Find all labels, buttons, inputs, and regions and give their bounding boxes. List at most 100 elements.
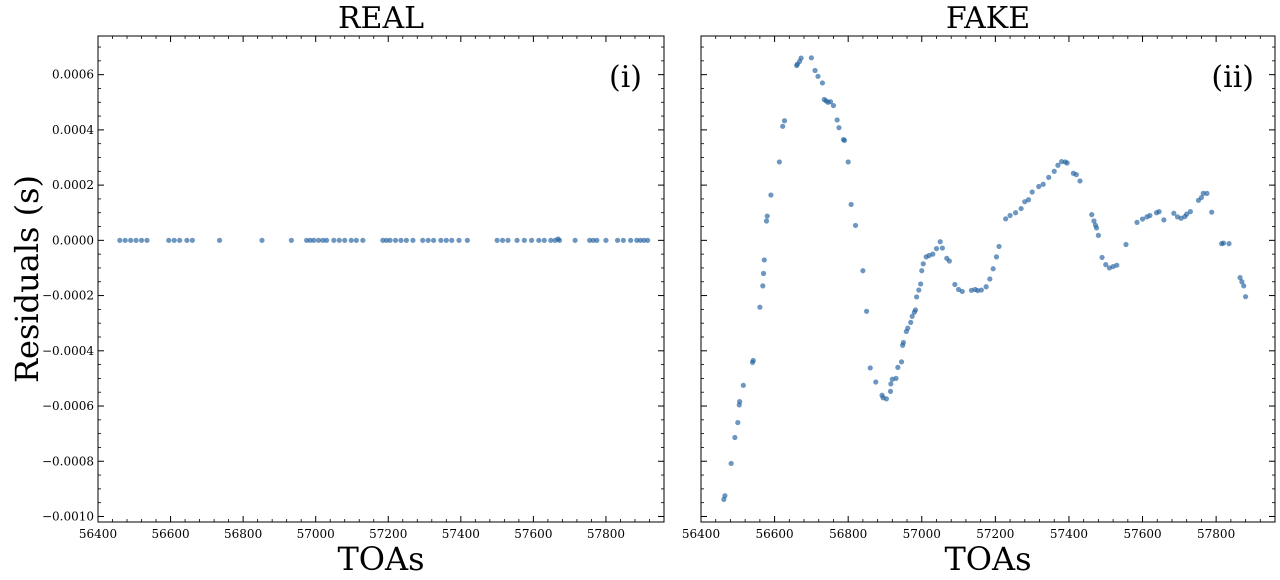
data-point	[1171, 210, 1177, 216]
data-point	[1161, 217, 1167, 223]
data-point	[556, 237, 563, 243]
data-point	[122, 237, 128, 243]
data-point	[353, 237, 359, 243]
data-point	[1114, 262, 1120, 268]
data-point	[1139, 216, 1146, 222]
y-tick-label: −0.0010	[42, 509, 94, 523]
data-point	[528, 237, 535, 243]
data-point	[722, 493, 728, 499]
data-point	[776, 159, 782, 165]
data-point	[898, 359, 905, 365]
data-point	[845, 159, 851, 165]
data-point	[895, 364, 901, 370]
x-tick-label: 57200	[976, 527, 1014, 541]
data-point	[259, 237, 265, 243]
data-point	[360, 237, 366, 243]
data-point	[930, 251, 936, 257]
data-point	[757, 304, 763, 310]
data-point	[392, 237, 399, 243]
data-point	[380, 237, 386, 243]
data-point	[166, 237, 172, 243]
y-axis-label: Residuals (s)	[8, 175, 46, 383]
x-axis-label-real: TOAs	[337, 540, 424, 578]
data-point	[834, 117, 840, 123]
data-point	[628, 237, 634, 243]
x-tick-label: 57600	[514, 527, 552, 541]
data-point	[133, 237, 139, 243]
data-point	[171, 237, 177, 243]
panel-tag-real: (i)	[609, 60, 642, 95]
data-point	[1209, 209, 1215, 215]
data-point	[848, 201, 854, 208]
data-point	[819, 80, 826, 86]
x-tick-label: 56400	[682, 527, 720, 541]
data-point	[425, 237, 431, 243]
data-point	[883, 396, 890, 402]
data-point	[449, 237, 455, 243]
data-point	[521, 237, 527, 243]
data-point	[348, 237, 354, 243]
x-tick-label: 57000	[297, 527, 335, 541]
data-point	[505, 237, 511, 243]
data-point	[603, 237, 609, 243]
y-tick-label: −0.0008	[42, 454, 94, 468]
data-point	[1220, 240, 1227, 246]
data-point	[420, 237, 426, 243]
data-point	[387, 237, 393, 243]
data-point	[383, 237, 390, 243]
x-tick-label: 56600	[151, 527, 189, 541]
data-point	[1134, 219, 1140, 225]
data-point	[1184, 211, 1190, 217]
data-point	[1003, 216, 1009, 222]
points-fake	[721, 55, 1249, 502]
panel-tag-fake: (ii)	[1211, 60, 1254, 95]
x-tick-label: 56600	[755, 527, 793, 541]
data-point	[860, 268, 866, 274]
data-point	[830, 102, 837, 109]
data-point	[912, 307, 919, 313]
y-tick-label: −0.0006	[42, 399, 94, 413]
data-point	[737, 399, 743, 405]
data-point	[1200, 190, 1206, 196]
data-point	[863, 308, 870, 314]
x-tick-label: 57800	[1197, 527, 1235, 541]
data-point	[1241, 283, 1247, 289]
data-point	[634, 237, 640, 243]
panel-title-fake: FAKE	[946, 1, 1030, 36]
x-tick-label: 57400	[442, 527, 480, 541]
data-point	[996, 243, 1002, 250]
data-point	[1093, 225, 1100, 231]
data-point	[993, 254, 1000, 260]
data-point	[1018, 205, 1024, 212]
data-point	[728, 460, 734, 467]
data-point	[1055, 162, 1061, 168]
data-point	[750, 357, 756, 364]
data-point	[781, 118, 788, 124]
data-point	[548, 237, 554, 243]
data-point	[735, 419, 741, 426]
data-point	[637, 237, 644, 243]
data-point	[494, 237, 500, 243]
x-tick-label: 57400	[1050, 527, 1088, 541]
x-tick-label: 57000	[903, 527, 941, 541]
data-point	[908, 319, 914, 325]
data-point	[590, 237, 596, 243]
data-point	[873, 379, 879, 385]
panel-fake: 56400 56600 56800 57000 57200 57400 57600 57800…	[682, 1, 1276, 578]
data-point	[740, 382, 746, 388]
data-point	[946, 258, 952, 264]
data-point	[763, 218, 770, 224]
data-point	[764, 213, 770, 219]
data-point	[1077, 178, 1083, 184]
data-point	[916, 287, 922, 293]
data-point	[987, 276, 993, 282]
data-point	[323, 237, 330, 243]
data-point	[1237, 275, 1243, 281]
x-tick-label: 56800	[224, 527, 262, 541]
data-point	[798, 55, 804, 61]
data-point	[867, 365, 873, 371]
data-point	[1089, 212, 1095, 218]
data-point	[1204, 190, 1210, 196]
data-point	[614, 237, 621, 243]
